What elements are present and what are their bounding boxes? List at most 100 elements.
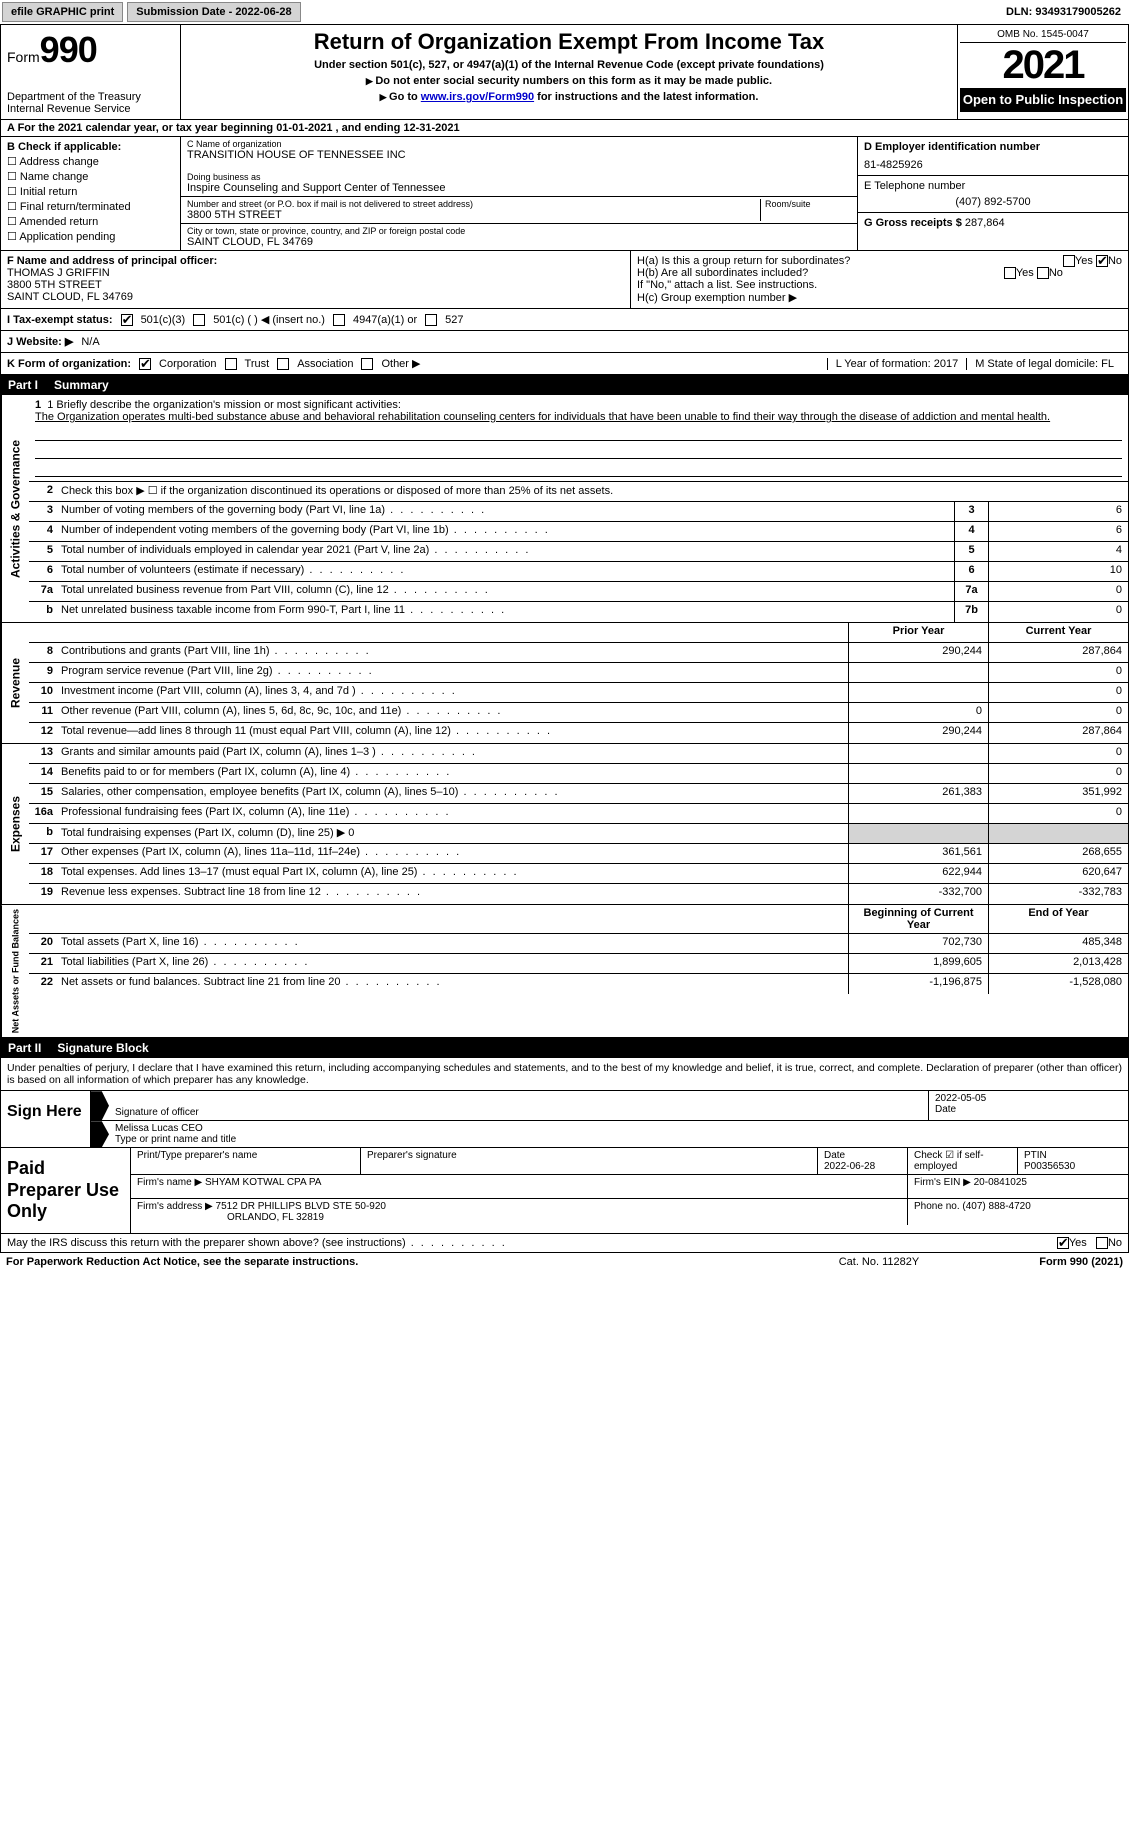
ssn-warning: Do not enter social security numbers on …: [189, 75, 949, 87]
chk-final-return[interactable]: Final return/terminated: [7, 200, 174, 213]
k-org-row: K Form of organization: Corporation Trus…: [0, 353, 1129, 375]
goto-suffix: for instructions and the latest informat…: [534, 91, 758, 103]
section-b-label: B Check if applicable:: [7, 141, 174, 153]
discuss-row: May the IRS discuss this return with the…: [0, 1234, 1129, 1253]
discuss-yes[interactable]: [1057, 1237, 1069, 1249]
firm-phone-label: Phone no.: [914, 1201, 960, 1212]
hdr-current: Current Year: [988, 623, 1128, 642]
expense-line-15: 15Salaries, other compensation, employee…: [29, 784, 1128, 804]
vtab-expenses: Expenses: [1, 744, 29, 904]
vtab-netassets: Net Assets or Fund Balances: [1, 905, 29, 1037]
mission-blank-1: [35, 425, 1122, 441]
revenue-line-12: 12Total revenue—add lines 8 through 11 (…: [29, 723, 1128, 743]
form-title: Return of Organization Exempt From Incom…: [189, 29, 949, 55]
opt-assoc: Association: [297, 358, 353, 370]
line2-text: Check this box ▶ ☐ if the organization d…: [57, 482, 1128, 501]
chk-501c3[interactable]: [121, 314, 133, 326]
chk-application-pending[interactable]: Application pending: [7, 230, 174, 243]
part1-title: Summary: [54, 378, 109, 392]
ptin-val: P00356530: [1024, 1161, 1075, 1172]
signature-intro: Under penalties of perjury, I declare th…: [0, 1058, 1129, 1091]
vtab-revenue: Revenue: [1, 623, 29, 743]
gross-cell: G Gross receipts $ 287,864: [858, 213, 1128, 233]
prep-print-label: Print/Type preparer's name: [131, 1148, 361, 1174]
chk-corporation[interactable]: [139, 358, 151, 370]
hb-yes[interactable]: [1004, 267, 1016, 279]
line-2: 2 Check this box ▶ ☐ if the organization…: [29, 482, 1128, 502]
revenue-line-9: 9Program service revenue (Part VIII, lin…: [29, 663, 1128, 683]
prep-date-label: Date: [824, 1150, 845, 1161]
form-number: Form990: [7, 29, 174, 71]
chk-name-change[interactable]: Name change: [7, 170, 174, 183]
opt-other: Other ▶: [381, 357, 420, 370]
form-subtitle: Under section 501(c), 527, or 4947(a)(1)…: [189, 59, 949, 71]
mission-blank-3: [35, 461, 1122, 477]
hb-no[interactable]: [1037, 267, 1049, 279]
summary-line-7a: 7aTotal unrelated business revenue from …: [29, 582, 1128, 602]
open-public-inspection: Open to Public Inspection: [960, 88, 1126, 112]
website-val: N/A: [81, 336, 99, 348]
discuss-text: May the IRS discuss this return with the…: [7, 1237, 507, 1249]
netassets-line-20: 20Total assets (Part X, line 16)702,7304…: [29, 934, 1128, 954]
ein-label: D Employer identification number: [864, 141, 1122, 153]
efile-print-button[interactable]: efile GRAPHIC print: [2, 2, 123, 22]
hb-yes-lbl: Yes: [1016, 267, 1034, 279]
street-label: Number and street (or P.O. box if mail i…: [187, 199, 756, 209]
h-c: H(c) Group exemption number ▶: [637, 291, 1122, 304]
city-label: City or town, state or province, country…: [187, 226, 851, 236]
goto-prefix: Go to: [389, 91, 421, 103]
chk-501c[interactable]: [193, 314, 205, 326]
prep-sig-label: Preparer's signature: [361, 1148, 818, 1174]
header-left: Form990 Department of the Treasury Inter…: [1, 25, 181, 119]
dept-treasury: Department of the Treasury: [7, 91, 174, 103]
chk-other[interactable]: [361, 358, 373, 370]
section-b: B Check if applicable: Address change Na…: [1, 137, 181, 250]
chk-association[interactable]: [277, 358, 289, 370]
firm-addr-label: Firm's address ▶: [137, 1201, 213, 1212]
activities-block: Activities & Governance 1 1 Briefly desc…: [0, 395, 1129, 623]
chk-address-change[interactable]: Address change: [7, 155, 174, 168]
summary-line-6: 6Total number of volunteers (estimate if…: [29, 562, 1128, 582]
chk-trust[interactable]: [225, 358, 237, 370]
city-cell: City or town, state or province, country…: [181, 224, 857, 250]
gross-label: G Gross receipts $: [864, 217, 962, 229]
form-prefix: Form: [7, 49, 40, 65]
firm-addr2: ORLANDO, FL 32819: [227, 1212, 324, 1223]
revenue-block: Revenue Prior Year Current Year 8Contrib…: [0, 623, 1129, 744]
summary-line-4: 4Number of independent voting members of…: [29, 522, 1128, 542]
chk-initial-return[interactable]: Initial return: [7, 185, 174, 198]
vtab-activities: Activities & Governance: [1, 395, 29, 622]
bottom-row: For Paperwork Reduction Act Notice, see …: [0, 1253, 1129, 1271]
chk-4947[interactable]: [333, 314, 345, 326]
netassets-block: Net Assets or Fund Balances Beginning of…: [0, 905, 1129, 1038]
part1-label: Part I: [8, 378, 38, 392]
sig-arrow-icon-2: [91, 1121, 109, 1147]
irs-link[interactable]: www.irs.gov/Form990: [421, 91, 534, 103]
discuss-no[interactable]: [1096, 1237, 1108, 1249]
hdr-boy: Beginning of Current Year: [848, 905, 988, 933]
chk-amended-return[interactable]: Amended return: [7, 215, 174, 228]
part2-title: Signature Block: [57, 1041, 148, 1055]
prep-row-2: Firm's name ▶ SHYAM KOTWAL CPA PA Firm's…: [131, 1175, 1128, 1199]
part-1-header: Part I Summary: [0, 375, 1129, 395]
sig-name-val: Melissa Lucas CEO: [115, 1123, 1122, 1134]
irs-label: Internal Revenue Service: [7, 103, 174, 115]
sig-officer-line: Signature of officer 2022-05-05 Date: [91, 1091, 1128, 1121]
dba-label: Doing business as: [187, 172, 851, 182]
officer-label: F Name and address of principal officer:: [7, 255, 624, 267]
street-val: 3800 5TH STREET: [187, 209, 756, 221]
dln-label: DLN: 93493179005262: [1006, 6, 1127, 18]
ha-yes[interactable]: [1063, 255, 1075, 267]
opt-corp: Corporation: [159, 358, 216, 370]
opt-501c: 501(c) ( ) ◀ (insert no.): [213, 313, 325, 326]
officer-street: 3800 5TH STREET: [7, 279, 624, 291]
section-d: D Employer identification number 81-4825…: [858, 137, 1128, 250]
row-a-tax-year: A For the 2021 calendar year, or tax yea…: [0, 120, 1129, 137]
firm-ein-val: 20-0841025: [974, 1177, 1027, 1188]
mission-blank-2: [35, 443, 1122, 459]
fh-block: F Name and address of principal officer:…: [0, 251, 1129, 309]
ha-no[interactable]: [1096, 255, 1108, 267]
opt-trust: Trust: [245, 358, 270, 370]
chk-527[interactable]: [425, 314, 437, 326]
sig-officer-label: Signature of officer: [115, 1107, 922, 1118]
